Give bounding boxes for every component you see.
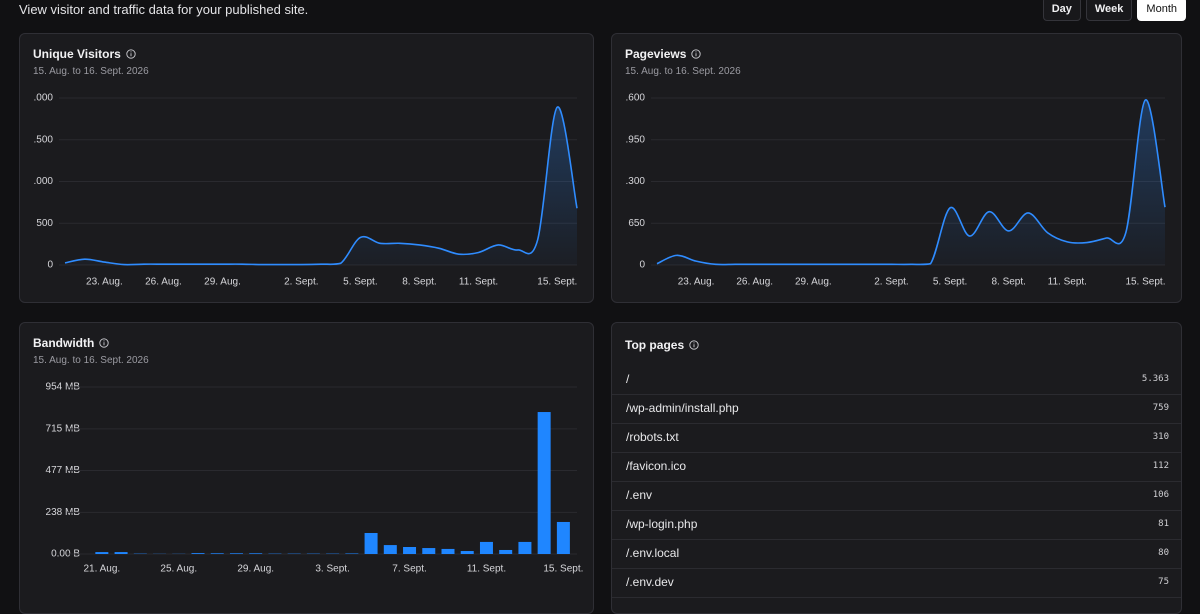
bar [365, 533, 378, 554]
page-row: /wp-admin/install.php 759 [612, 394, 1181, 424]
range-button[interactable]: Week [1086, 0, 1133, 21]
card-title: Top pages [625, 338, 699, 352]
x-tick-label: 26. Aug. [145, 277, 182, 288]
x-tick-label: 8. Sept. [402, 277, 436, 288]
top-pages-card: Top pages / 5.363/wp-admin/install.php 759… [611, 322, 1182, 614]
range-switch: Day Week Month [1043, 0, 1186, 21]
title-text: Top pages [625, 338, 684, 352]
x-tick-label: 29. Aug. [237, 564, 274, 575]
bar [249, 553, 262, 554]
bar [384, 545, 397, 554]
bar [461, 551, 474, 554]
bar [403, 547, 416, 554]
y-tick-label: 0 [47, 260, 53, 271]
range-button[interactable]: Day [1043, 0, 1081, 21]
page-path: /wp-login.php [626, 517, 697, 531]
page-path: / [626, 372, 629, 386]
plot: 0 650 .300 .950 .600 23. Aug. 26. Aug. 29. Aug.… [612, 34, 1181, 302]
bar [480, 542, 493, 554]
page-count: 112 [1153, 461, 1169, 471]
y-tick-label: .600 [626, 93, 646, 104]
bar [211, 553, 224, 554]
page-count: 81 [1158, 519, 1169, 529]
bar [557, 522, 570, 554]
page-row: /.env.local 80 [612, 539, 1181, 569]
line [65, 107, 577, 265]
bar [442, 549, 455, 554]
bar [230, 553, 243, 554]
page-count: 80 [1158, 548, 1169, 558]
x-tick-label: 26. Aug. [736, 277, 773, 288]
page-row: /.env 106 [612, 481, 1181, 511]
page-count: 75 [1158, 577, 1169, 587]
x-tick-label: 2. Sept. [874, 277, 908, 288]
page-path: /favicon.ico [626, 459, 686, 473]
plot: 0 500 .000 .500 .000 23. Aug. 26. Aug. 29. Aug.… [20, 34, 593, 302]
x-tick-label: 5. Sept. [933, 277, 967, 288]
page-count: 106 [1153, 490, 1169, 500]
page-path: /.env.dev [626, 575, 674, 589]
area [65, 107, 577, 265]
page-row: /favicon.ico 112 [612, 452, 1181, 482]
x-tick-label: 11. Sept. [467, 564, 506, 575]
page-row: / 5.363 [612, 365, 1181, 395]
page-subtitle: View visitor and traffic data for your p… [19, 2, 308, 17]
x-tick-label: 8. Sept. [991, 277, 1025, 288]
x-tick-label: 15. Sept. [537, 277, 577, 288]
y-tick-label: 650 [628, 218, 645, 229]
y-tick-label: 0 [639, 260, 645, 271]
page-path: /wp-admin/install.php [626, 401, 739, 415]
bar [538, 412, 551, 554]
line [657, 100, 1165, 265]
x-tick-label: 29. Aug. [795, 277, 832, 288]
page-path: /.env [626, 488, 652, 502]
y-tick-label: .000 [34, 93, 54, 104]
x-tick-label: 7. Sept. [392, 564, 426, 575]
range-button[interactable]: Month [1137, 0, 1186, 21]
x-tick-label: 25. Aug. [160, 564, 197, 575]
area [657, 100, 1165, 265]
page-path: /.env.local [626, 546, 679, 560]
page-count: 5.363 [1142, 374, 1169, 384]
bar [95, 552, 108, 554]
x-tick-label: 5. Sept. [343, 277, 377, 288]
x-tick-label: 23. Aug. [678, 277, 715, 288]
info-icon[interactable] [689, 340, 699, 350]
page-row: /.env.dev 75 [612, 568, 1181, 598]
x-tick-label: 11. Sept. [459, 277, 498, 288]
y-tick-label: .500 [34, 134, 54, 145]
x-tick-label: 21. Aug. [83, 564, 120, 575]
x-tick-label: 3. Sept. [315, 564, 349, 575]
page-path: /robots.txt [626, 430, 679, 444]
bar [499, 550, 512, 554]
y-tick-label: .950 [626, 134, 646, 145]
x-tick-label: 23. Aug. [86, 277, 123, 288]
y-tick-label: .300 [626, 176, 646, 187]
page-count: 759 [1153, 403, 1169, 413]
y-tick-label: .000 [34, 176, 54, 187]
x-tick-label: 15. Sept. [543, 564, 583, 575]
page-count: 310 [1153, 432, 1169, 442]
bar [518, 542, 531, 554]
bar [422, 548, 435, 554]
x-tick-label: 11. Sept. [1048, 277, 1087, 288]
page-row: /robots.txt 310 [612, 423, 1181, 453]
x-tick-label: 2. Sept. [284, 277, 318, 288]
page-row: /wp-login.php 81 [612, 510, 1181, 540]
bar [345, 553, 358, 554]
x-tick-label: 15. Sept. [1125, 277, 1165, 288]
analytics-page: View visitor and traffic data for your p… [0, 0, 1200, 590]
x-tick-label: 29. Aug. [204, 277, 241, 288]
bar [115, 552, 128, 554]
y-tick-label: 500 [36, 218, 53, 229]
bar [192, 553, 205, 554]
